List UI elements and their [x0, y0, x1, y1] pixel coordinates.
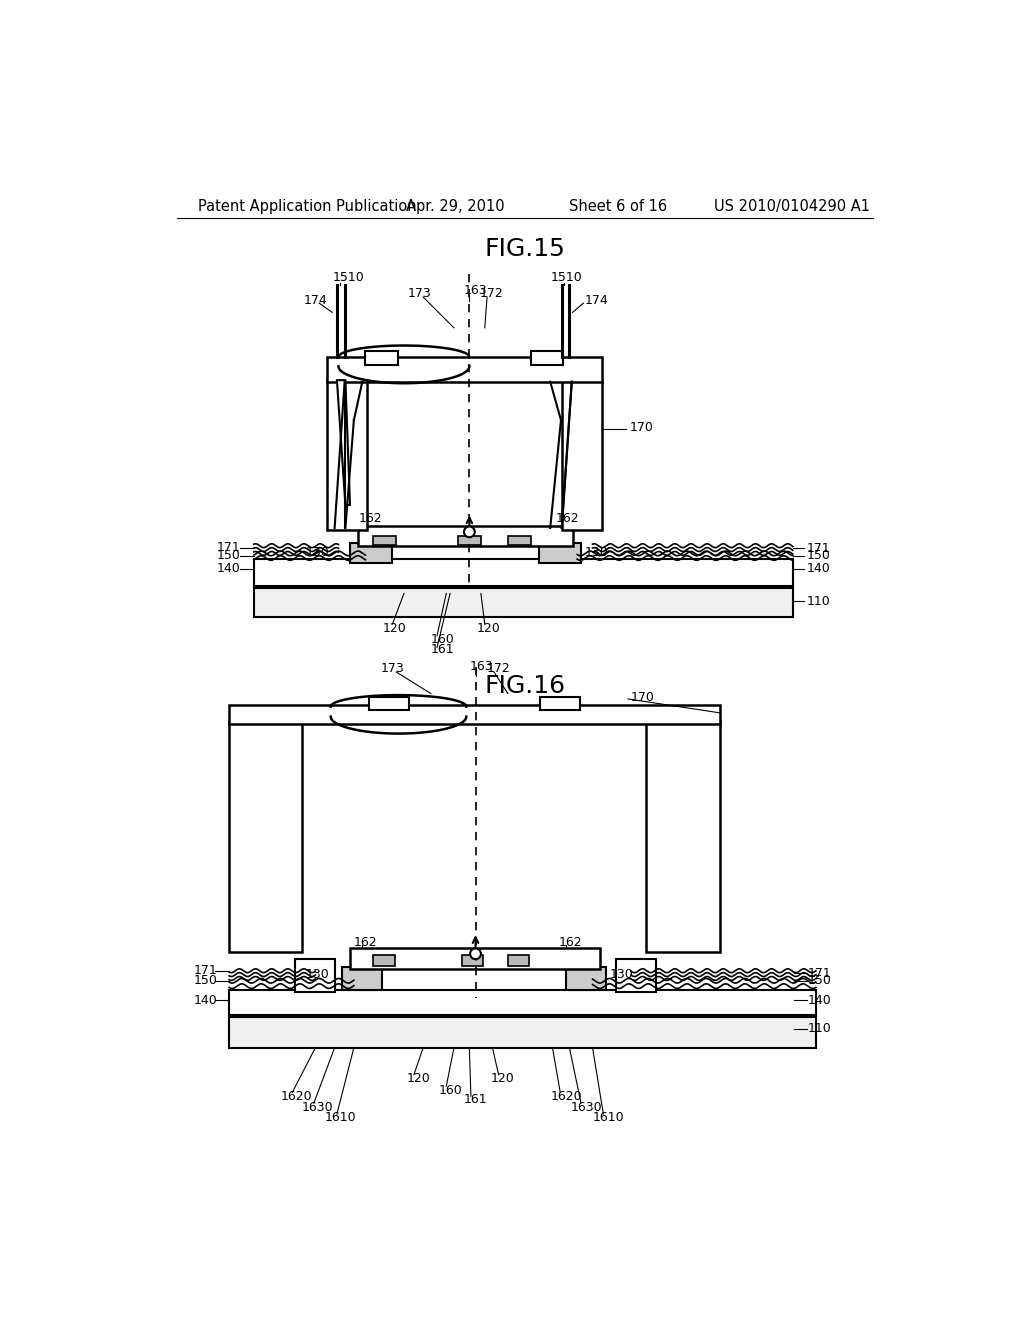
Bar [229, 721, 302, 952]
Text: 1620: 1620 [281, 1090, 312, 1102]
Text: Patent Application Publication: Patent Application Publication [198, 198, 416, 214]
Bar [366, 351, 397, 364]
Text: 171: 171 [807, 541, 830, 554]
Text: 170: 170 [630, 421, 653, 434]
Text: 150: 150 [808, 974, 833, 987]
Text: US 2010/0104290 A1: US 2010/0104290 A1 [714, 198, 870, 214]
Text: 140: 140 [194, 994, 217, 1007]
Bar [229, 705, 720, 725]
Bar [541, 697, 581, 710]
Bar [350, 544, 392, 562]
Text: 161: 161 [463, 1093, 486, 1106]
Text: FIG.16: FIG.16 [484, 673, 565, 698]
Text: 110: 110 [808, 1022, 831, 1035]
Text: 171: 171 [808, 966, 831, 979]
Text: 174: 174 [585, 294, 608, 308]
Text: 1630: 1630 [571, 1101, 603, 1114]
Text: 120: 120 [383, 622, 407, 635]
Bar [646, 721, 720, 952]
Text: 163: 163 [469, 660, 493, 673]
Text: 173: 173 [408, 286, 431, 300]
Circle shape [464, 527, 475, 537]
Text: 172: 172 [486, 661, 510, 675]
Bar [615, 960, 655, 991]
Text: 120: 120 [407, 1072, 430, 1085]
Bar [229, 990, 816, 1015]
Bar [254, 558, 793, 586]
Bar [295, 960, 335, 991]
Bar [254, 589, 793, 618]
Text: 120: 120 [490, 1072, 515, 1085]
Text: 1610: 1610 [593, 1111, 625, 1125]
Text: 162: 162 [358, 512, 382, 525]
Bar [562, 380, 602, 531]
Bar [462, 956, 483, 966]
Text: 150: 150 [194, 974, 217, 987]
Text: 171: 171 [194, 964, 217, 977]
Bar [373, 536, 396, 545]
Text: 150: 150 [807, 549, 830, 562]
Text: Apr. 29, 2010: Apr. 29, 2010 [407, 198, 505, 214]
Bar [327, 358, 602, 381]
Bar [539, 544, 581, 562]
Bar [350, 948, 600, 969]
Text: 173: 173 [381, 661, 404, 675]
Text: 1510: 1510 [333, 271, 365, 284]
Text: FIG.15: FIG.15 [484, 238, 565, 261]
Text: 150: 150 [217, 549, 241, 562]
Bar [229, 1016, 816, 1048]
Text: 162: 162 [559, 936, 583, 949]
Text: 1610: 1610 [325, 1111, 356, 1125]
Circle shape [470, 948, 481, 960]
Text: 140: 140 [807, 562, 830, 576]
Bar [458, 536, 481, 545]
Text: 140: 140 [217, 562, 241, 576]
Text: Sheet 6 of 16: Sheet 6 of 16 [569, 198, 668, 214]
Bar [531, 351, 563, 364]
Bar [565, 966, 605, 990]
Text: 130: 130 [305, 968, 330, 981]
Text: 110: 110 [807, 594, 830, 607]
Bar [327, 380, 367, 531]
Text: 140: 140 [808, 994, 831, 1007]
Text: 120: 120 [477, 622, 501, 635]
Bar [373, 956, 394, 966]
Text: 170: 170 [631, 690, 655, 704]
Text: 172: 172 [479, 286, 503, 300]
Text: 171: 171 [217, 541, 241, 554]
Text: 160: 160 [431, 634, 455, 647]
Text: 174: 174 [304, 294, 328, 308]
Text: 1630: 1630 [301, 1101, 333, 1114]
Text: 162: 162 [354, 936, 378, 949]
Text: 130: 130 [305, 546, 330, 560]
Text: 161: 161 [431, 643, 455, 656]
Bar [508, 956, 529, 966]
Bar [370, 697, 410, 710]
Text: 1620: 1620 [550, 1090, 582, 1102]
Text: 162: 162 [556, 512, 580, 525]
Polygon shape [337, 380, 350, 506]
Bar [508, 536, 531, 545]
Text: 130: 130 [609, 968, 633, 981]
Bar [357, 527, 573, 545]
Text: 130: 130 [585, 546, 608, 560]
Text: 1510: 1510 [550, 271, 582, 284]
Bar [342, 966, 382, 990]
Text: 163: 163 [463, 284, 486, 297]
Text: 160: 160 [438, 1084, 462, 1097]
